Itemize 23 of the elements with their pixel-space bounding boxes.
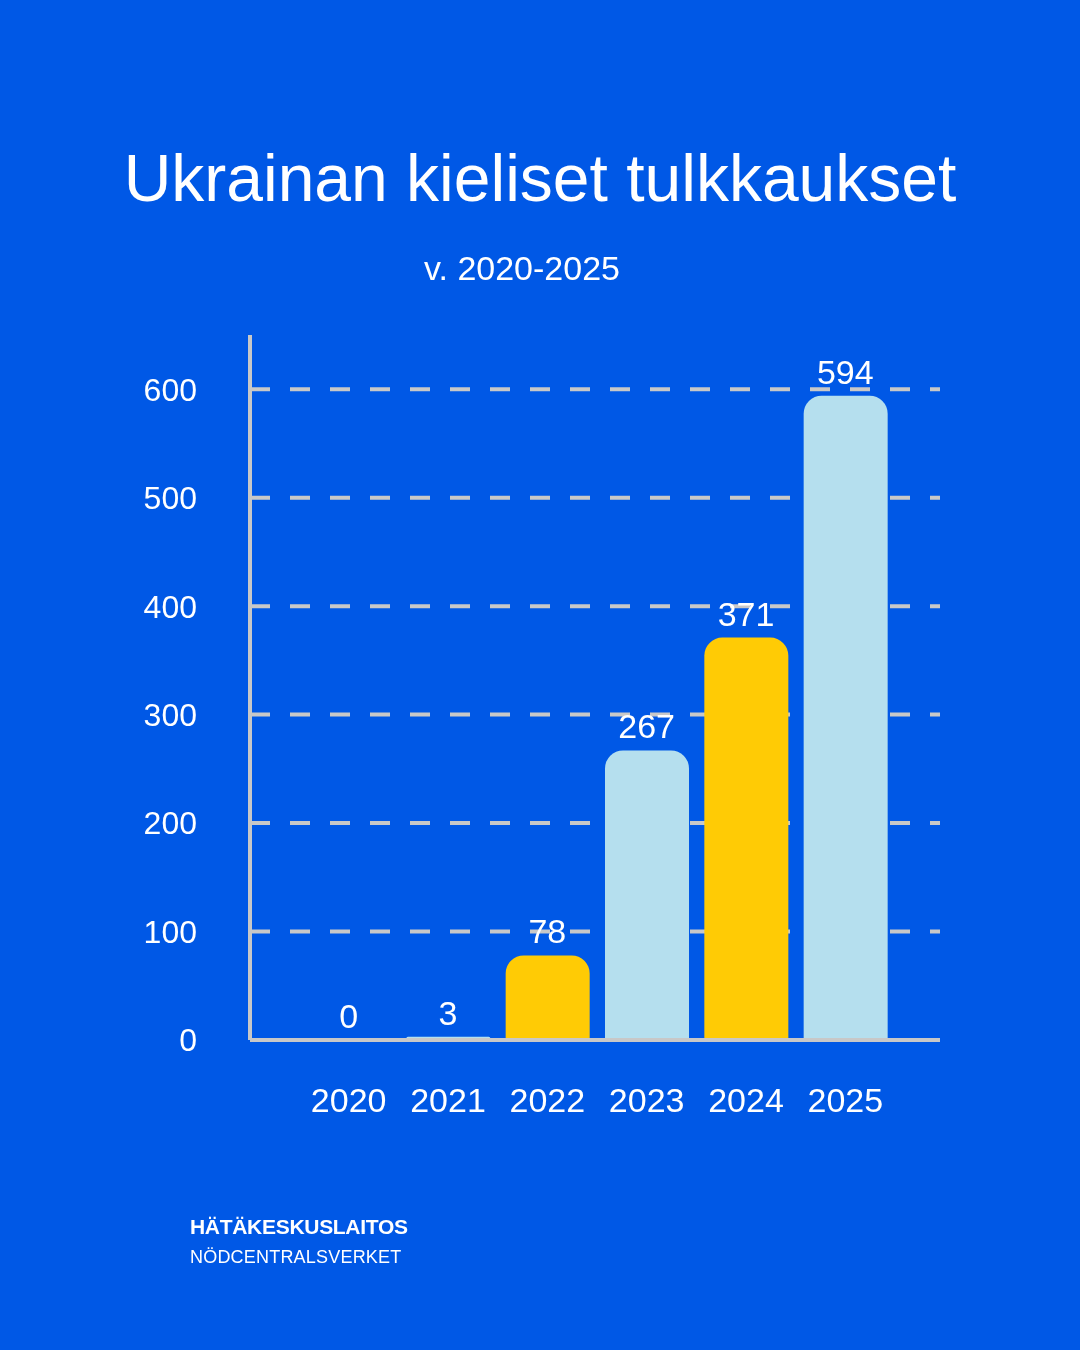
data-label: 371: [717, 594, 775, 633]
x-tick-label: 2023: [608, 1081, 685, 1120]
data-label: 0: [339, 997, 359, 1035]
x-tick-label: 2022: [509, 1081, 586, 1120]
x-tick-label: 2024: [708, 1081, 784, 1120]
chart-subtitle: v. 2020-2025: [423, 248, 621, 288]
x-tick-label: 2025: [807, 1081, 884, 1120]
text: NÖDCENTRALSVERKET: [190, 1246, 402, 1269]
chart-title: Ukrainan kieliset tulkkaukset: [122, 140, 958, 217]
y-tick-label: 400: [143, 588, 197, 625]
y-tick-label: 200: [143, 805, 197, 842]
y-tick-label: 500: [143, 480, 197, 517]
text: HÄTÄKESKUSLAITOS: [190, 1214, 408, 1240]
y-tick-label: 300: [143, 696, 197, 733]
data-label: 267: [618, 707, 676, 746]
x-tick-label: 2021: [410, 1081, 486, 1120]
data-label: 594: [816, 352, 874, 391]
y-tick-label: 600: [143, 371, 197, 408]
y-tick-label: 100: [143, 913, 197, 950]
y-tick-label: 0: [179, 1022, 197, 1059]
x-tick-label: 2020: [310, 1081, 387, 1120]
data-label: 3: [438, 993, 458, 1032]
data-label: 78: [528, 912, 567, 951]
